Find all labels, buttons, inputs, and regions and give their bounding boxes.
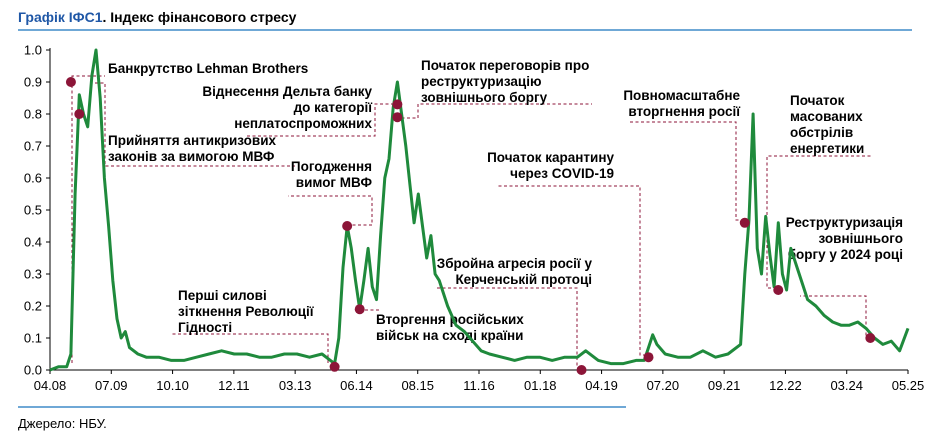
event-marker [643,352,654,363]
event-marker [329,361,340,372]
annotation-guide [396,103,592,119]
annotation-label: Початок [790,93,845,108]
x-tick-label: 05.25 [892,378,925,393]
annotation-guide [245,103,394,137]
title-separator: . [102,9,111,25]
annotation-label: зовнішнього [819,231,903,246]
y-tick-label: 0.8 [24,107,42,122]
x-tick-label: 04.08 [34,378,67,393]
annotations: Банкрутство Lehman Brothers Прийняття ант… [71,58,903,369]
y-tick-label: 0.0 [24,363,42,378]
annotation-label: вторгнення росії [628,104,741,119]
annotation-label: обстрілів [790,125,853,140]
x-tick-label: 03.13 [279,378,312,393]
annotation-label: Погодження [291,159,372,174]
annotation-label: енергетики [790,141,864,156]
annotation-label: боргу у 2024 році [788,247,903,262]
x-tick-label: 08.15 [401,378,434,393]
annotation-guide [288,195,373,226]
event-marker [392,112,403,123]
event-marker [773,285,784,295]
y-tick-label: 0.5 [24,203,42,218]
y-tick-label: 0.9 [24,75,42,90]
event-marker [576,365,587,375]
x-tick-label: 07.20 [647,378,680,393]
x-tick-label: 10.10 [156,378,189,393]
annotation-label: до категорії [294,100,374,115]
x-tick-label: 01.18 [524,378,557,393]
annotation-label: Банкрутство Lehman Brothers [108,61,308,76]
x-tick-label: 12.22 [769,378,802,393]
y-tick-label: 1.0 [24,43,42,58]
annotation-label: Перші силові [178,288,267,303]
annotation-label: Прийняття антикризових [108,133,277,148]
annotation-label: Початок карантину [487,150,614,165]
figure-label: Графік ІФС1 [18,9,103,25]
annotation-label: зіткнення Революції [178,304,315,319]
y-tick-label: 0.1 [24,331,42,346]
annotation-guide [95,82,295,167]
annotation-label: вимог МВФ [296,175,373,190]
y-tick-label: 0.2 [24,299,42,314]
annotation-label: реструктуризацію [421,74,541,89]
annotation-guide [170,333,329,363]
y-tick-label: 0.6 [24,171,42,186]
x-tick-label: 06.14 [340,378,373,393]
event-marker [865,333,876,343]
x-tick-label: 09.21 [708,378,741,393]
annotation-guide [497,185,646,356]
event-marker [342,221,353,231]
chart-title: Графік ІФС1. Індекс фінансового стресу [18,9,296,25]
series-line [49,48,910,372]
annotation-label: Віднесення Дельта банку [202,84,372,99]
annotation-label: Початок переговорів про [421,58,589,73]
event-marker [392,99,403,110]
annotation-label: Повномасштабне [623,88,740,103]
x-tick-label: 07.09 [95,378,128,393]
annotation-label: законів за вимогою МВФ [108,149,275,164]
annotation-label: Гідності [178,320,232,335]
bottom-rule [18,406,626,408]
x-tick-label: 03.24 [830,378,863,393]
annotation-label: неплатоспроможних [234,116,372,131]
top-rule [18,29,912,31]
x-tick-label: 04.19 [585,378,618,393]
event-marker [354,304,365,315]
y-tick-label: 0.3 [24,267,42,282]
x-tick-label: 12.11 [218,378,250,393]
y-tick-label: 0.4 [24,235,42,250]
annotation-label: Збройна агресія росії у [437,256,593,271]
x-tick-label: 11.16 [463,378,495,393]
annotation-label: Реструктуризація [786,215,903,230]
annotation-label: через COVID-19 [510,166,614,181]
event-marker [739,217,750,228]
annotation-label: Керченській протоці [455,272,592,287]
annotation-label: військ на сході країни [376,328,523,343]
annotation-label: масованих [790,109,863,124]
y-tick-label: 0.7 [24,139,42,154]
event-marker [74,109,85,119]
annotation-label: зовнішнього боргу [421,90,548,105]
source-note: Джерело: НБУ. [18,416,107,431]
figure-title: Індекс фінансового стресу [110,9,297,25]
event-marker [65,77,76,87]
annotation-label: Вторгення російських [376,312,524,327]
annotation-guide [766,155,872,289]
annotation-guide [628,121,744,221]
